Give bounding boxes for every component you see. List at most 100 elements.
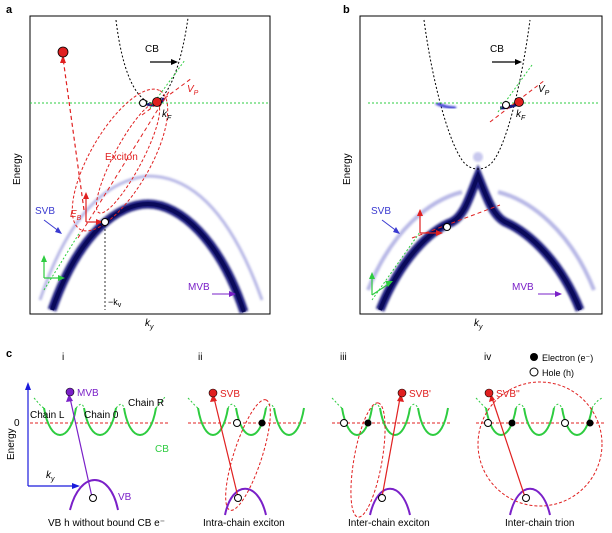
roman-iii: iii bbox=[340, 352, 347, 363]
cb-left-ii bbox=[197, 407, 229, 436]
mvb-arrowhead-b bbox=[555, 291, 562, 297]
roman-i: i bbox=[62, 352, 64, 363]
exciton-outer bbox=[71, 88, 169, 232]
excitation-arrow-iii bbox=[381, 397, 401, 498]
green-slope-low-b bbox=[371, 231, 421, 301]
excitation-arrowhead-ii bbox=[210, 394, 217, 402]
mvb-label-b: MVB bbox=[512, 282, 534, 293]
mvb-label-c: MVB bbox=[77, 388, 99, 399]
panel-a-ylabel: Energy bbox=[12, 153, 23, 185]
caption-iv: Inter-chain trion bbox=[505, 518, 574, 529]
hole-top-iii bbox=[340, 419, 348, 427]
excitation-arrow-i bbox=[69, 397, 93, 498]
caption-i: VB h without bound CB e⁻ bbox=[48, 518, 165, 529]
sub-panel-iv: iv Electron (e⁻) Hole (h) SVB'' Inter-ch… bbox=[475, 352, 604, 529]
hole-top-left-iv bbox=[484, 419, 492, 427]
eb-arrowhead-right bbox=[96, 219, 103, 225]
tangent-line bbox=[77, 89, 171, 239]
panel-c-label: c bbox=[6, 348, 12, 360]
faint-hump-b bbox=[473, 152, 483, 162]
cb-left-iv bbox=[485, 407, 517, 436]
vp-label-b: VP bbox=[538, 84, 550, 97]
svb-dot-iii bbox=[397, 388, 407, 398]
hole-kf-b bbox=[502, 101, 510, 109]
svb-band-b bbox=[366, 190, 596, 291]
sub-panel-ii: ii SVB Intra-chain exciton bbox=[187, 352, 306, 529]
electron-iii bbox=[364, 419, 372, 427]
sub-panel-iii: iii SVB' Inter-chain exciton bbox=[331, 352, 452, 529]
cb-dashed-iii bbox=[331, 397, 419, 409]
tangent-line-b bbox=[411, 204, 501, 239]
panel-b-frame bbox=[359, 15, 603, 315]
mvb-band-b bbox=[375, 164, 585, 312]
green-arrowhead-up-b bbox=[369, 272, 375, 279]
mvb-band-core bbox=[50, 201, 246, 313]
cb-label-a: CB bbox=[145, 44, 159, 55]
exciton-ellipse-ii bbox=[225, 399, 271, 511]
mvb-dot bbox=[65, 387, 75, 397]
hole-iv bbox=[522, 494, 530, 502]
cb-arrowhead-b bbox=[515, 59, 522, 65]
cb-left-iii bbox=[341, 407, 373, 436]
roman-ii: ii bbox=[198, 352, 202, 363]
vp-line bbox=[141, 77, 193, 116]
excitation-arrow bbox=[62, 57, 85, 211]
kf-label-a: kF bbox=[162, 109, 172, 122]
vb-curve-ii bbox=[224, 487, 267, 516]
panel-b: b Energy ky CB VP kF bbox=[342, 4, 603, 331]
zero-label: 0 bbox=[14, 418, 20, 429]
hole-ii bbox=[234, 494, 242, 502]
hole-top-ii bbox=[233, 419, 241, 427]
red-arrowhead-up-b bbox=[417, 209, 423, 216]
chain-0-label: Chain 0 bbox=[84, 410, 119, 421]
svb-label-b: SVB bbox=[371, 206, 391, 217]
energy-label-c: Energy bbox=[6, 428, 17, 460]
caption-ii: Intra-chain exciton bbox=[203, 518, 285, 529]
caption-iii: Inter-chain exciton bbox=[348, 518, 430, 529]
panel-b-xlabel: ky bbox=[474, 318, 483, 331]
cb-right-iii bbox=[417, 407, 449, 436]
cb-chain-r bbox=[123, 407, 157, 436]
electron-ii bbox=[258, 419, 266, 427]
chain-l-label: Chain L bbox=[30, 410, 65, 421]
electron-kf-b bbox=[514, 97, 524, 107]
green-arrowhead-right-b bbox=[385, 281, 393, 287]
panel-b-ylabel: Energy bbox=[342, 153, 353, 185]
legend-hole-label: Hole (h) bbox=[542, 368, 574, 378]
excitation-arrowhead-iii bbox=[397, 394, 404, 402]
electron-dot bbox=[57, 46, 69, 58]
green-arrowhead-right-a bbox=[58, 275, 65, 281]
kv-label: −kv bbox=[108, 297, 122, 309]
cb-label-i: CB bbox=[155, 444, 169, 455]
legend-electron-dot bbox=[530, 353, 538, 361]
vb-curve-iii bbox=[369, 487, 411, 516]
cb-mid-iii bbox=[379, 407, 411, 436]
vb-curve-iv bbox=[509, 487, 551, 516]
hole-i bbox=[89, 494, 97, 502]
hole-top-right-iv bbox=[561, 419, 569, 427]
k-label-c: ky bbox=[46, 470, 55, 483]
electron-left-iv bbox=[508, 419, 516, 427]
excitation-arrow-ii bbox=[213, 397, 239, 498]
legend-electron-label: Electron (e⁻) bbox=[542, 353, 593, 363]
cb-dashed-ii bbox=[187, 397, 275, 409]
eb-label: EB bbox=[70, 209, 82, 222]
svb-dot-iv bbox=[484, 388, 494, 398]
svb-label-ii: SVB bbox=[220, 389, 240, 400]
legend-hole-dot bbox=[529, 367, 539, 377]
excitation-arrowhead bbox=[60, 55, 66, 63]
hole-kf-a bbox=[139, 99, 147, 107]
exciton-ellipse-iii bbox=[350, 402, 386, 518]
panel-b-label: b bbox=[343, 4, 350, 16]
cb-pocket-left-b bbox=[435, 101, 457, 110]
kf-label-b: kF bbox=[516, 109, 526, 122]
vp-line-b bbox=[489, 79, 546, 123]
eb-arrowhead-up bbox=[83, 192, 89, 199]
roman-iv: iv bbox=[484, 352, 491, 363]
panel-a-frame bbox=[29, 15, 271, 315]
cb-chain-0 bbox=[83, 407, 117, 436]
red-arrowhead-right-b bbox=[436, 230, 443, 236]
vp-label-a: VP bbox=[187, 84, 199, 97]
excitation-arrowhead-i bbox=[66, 394, 73, 402]
